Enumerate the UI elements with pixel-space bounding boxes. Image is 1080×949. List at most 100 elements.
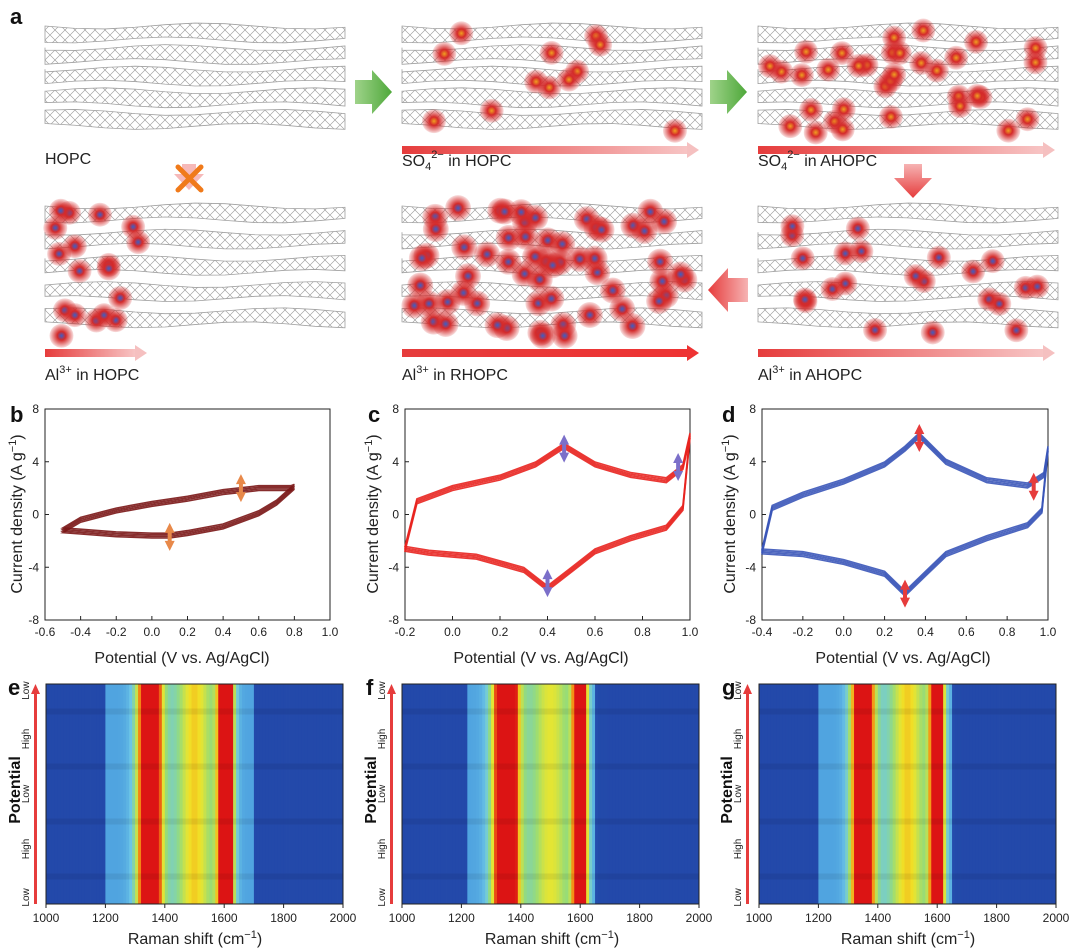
heatmap-column: [467, 684, 471, 904]
heatmap-column: [470, 684, 474, 904]
red-arrow-down: [894, 164, 932, 198]
heatmap-column: [203, 684, 207, 904]
x-tick-label: 1800: [983, 911, 1010, 925]
x-tick-label: 2000: [1043, 911, 1070, 925]
sulfate-ion-cluster: [996, 118, 1021, 143]
heatmap-column: [624, 684, 629, 904]
al-ion-cluster: [49, 323, 74, 348]
heatmap-column: [286, 684, 290, 904]
heatmap-column: [892, 684, 897, 904]
al-ion-cluster: [495, 224, 522, 251]
heatmap-column: [81, 684, 86, 904]
heatmap-column: [212, 684, 216, 904]
y-tick-label: 8: [392, 402, 399, 416]
heatmap-column: [815, 684, 819, 904]
x-tick-label: 0.0: [144, 625, 161, 639]
heatmap-column: [904, 684, 908, 904]
sulfate-ion-cluster: [948, 94, 973, 119]
cv-chart-c: -0.2 0.0 0.2 0.4 0.6 0.8 1.0 -8 -4 0 4 8: [388, 402, 698, 639]
heatmap-column: [621, 684, 626, 904]
sulfate-ion-cluster: [878, 104, 903, 129]
potential-arrow-shaft: [746, 692, 749, 904]
x-tick-label: 0.6: [587, 625, 604, 639]
heatmap-column: [957, 684, 962, 904]
x-tick-label: 0.6: [250, 625, 267, 639]
heatmap-column: [497, 684, 501, 904]
al-ion-cluster: [903, 264, 928, 289]
heatmap-column: [224, 684, 228, 904]
sulfate-ion-cluster: [1015, 107, 1040, 132]
heatmap-column: [227, 684, 231, 904]
potential-side-label: High: [733, 729, 744, 750]
heatmap-column: [785, 684, 790, 904]
heatmap-column: [913, 684, 917, 904]
heatmap-column: [197, 684, 201, 904]
heatmap-column: [331, 684, 335, 904]
potential-side-label: Low: [733, 887, 744, 906]
heatmap-column: [600, 684, 605, 904]
al-ion-cluster: [538, 285, 565, 312]
heatmap-column: [553, 684, 557, 904]
x-tick-label: 1400: [151, 911, 178, 925]
sulfate-ion-cluster: [421, 109, 446, 134]
raman-panels: 1000 1200 1400 1600 1800 2000 Low High Low High Lo…: [7, 675, 1070, 948]
graphene-sheet: [44, 44, 346, 65]
heatmap-column: [325, 684, 329, 904]
heatmap-column: [319, 684, 323, 904]
heatmap-column: [482, 684, 486, 904]
heatmap-column: [963, 684, 968, 904]
panel-letter-e: e: [8, 675, 20, 700]
heatmap-column: [218, 684, 222, 904]
heatmap-column: [301, 684, 305, 904]
x-tick-label: -0.2: [106, 625, 127, 639]
heatmap-column: [149, 684, 154, 904]
heatmap-column: [265, 684, 270, 904]
x-tick-label: 1.0: [1040, 625, 1057, 639]
heatmap-column: [473, 684, 477, 904]
heatmap-column: [770, 684, 775, 904]
y-tick-label: 4: [392, 455, 399, 469]
al-ion-cluster: [526, 266, 553, 293]
cv-d-xlabel: Potential (V vs. Ag/AgCl): [815, 650, 990, 667]
heatmap-column: [568, 684, 572, 904]
heatmap-column: [48, 684, 53, 904]
heatmap-column: [404, 684, 409, 904]
red-arrow-left: [708, 268, 748, 312]
cv-cycle-line: [60, 483, 295, 534]
x-tick-label: 1600: [924, 911, 951, 925]
heatmap-column: [111, 684, 115, 904]
cv-cycle-line: [404, 436, 691, 591]
heatmap-column: [84, 684, 88, 904]
heatmap-column: [158, 684, 163, 904]
potential-side-label: High: [733, 839, 744, 860]
al-ion-cluster: [432, 310, 459, 337]
y-tick-label: 4: [749, 455, 756, 469]
heatmap-column: [256, 684, 261, 904]
heatmap-column: [505, 684, 510, 904]
heatmap-column: [660, 684, 664, 904]
progress-arrow-bar: [758, 146, 1043, 154]
al-ion-cluster: [987, 291, 1012, 316]
x-tick-label: 1000: [746, 911, 773, 925]
heatmap-column: [595, 684, 599, 904]
heatmap-column: [1050, 684, 1054, 904]
heatmap-column: [589, 684, 593, 904]
heatmap-column: [268, 684, 273, 904]
heatmap-column: [672, 684, 676, 904]
heatmap-column: [583, 684, 587, 904]
label-so4-in-hopc: SO42− in HOPC: [402, 149, 511, 173]
schematic-box: [757, 202, 1059, 361]
heatmap-column: [431, 684, 436, 904]
heatmap-column: [681, 684, 685, 904]
heatmap-column: [526, 684, 531, 904]
y-tick-label: -4: [745, 560, 756, 574]
sulfate-ion-cluster: [794, 39, 819, 64]
heatmap-column: [996, 684, 1000, 904]
heatmap-column: [167, 684, 172, 904]
heatmap-column: [538, 684, 542, 904]
heatmap-column: [461, 684, 465, 904]
heatmap-column: [60, 684, 65, 904]
heatmap-column: [277, 684, 282, 904]
cv-cycle-line: [761, 436, 1049, 598]
heatmap-column: [877, 684, 882, 904]
